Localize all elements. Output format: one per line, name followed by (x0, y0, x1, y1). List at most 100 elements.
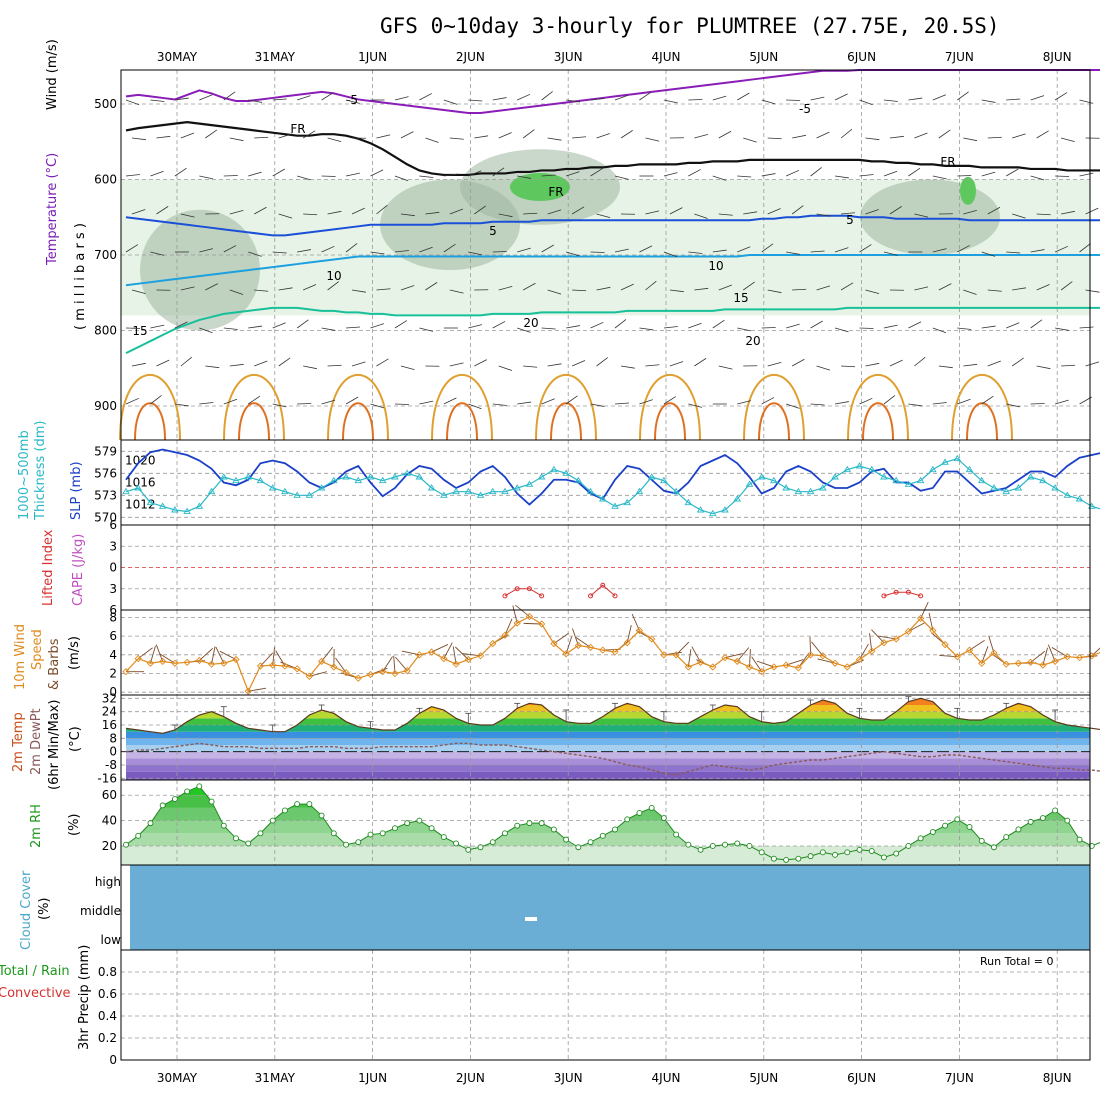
wind10-marker (696, 658, 705, 666)
lifted-index-marker (588, 593, 594, 599)
wind-barb (199, 94, 213, 101)
wind-barb (761, 173, 776, 177)
rh-marker (660, 815, 667, 822)
wind-barb (688, 251, 703, 254)
wind-barb (1006, 403, 1020, 408)
wind-tick-label: 4 (109, 648, 117, 662)
wind-barb (1061, 364, 1076, 367)
wind-barb (254, 289, 269, 292)
wind-barb (834, 401, 849, 405)
rh-marker (538, 820, 545, 827)
wind-barb (737, 327, 752, 332)
slp-tick-label: 1016 (125, 476, 156, 490)
thickness-marker (158, 502, 167, 509)
lifted-index-marker (539, 593, 545, 599)
wind-barb (1085, 361, 1100, 367)
top-date-label: 8JUN (1043, 50, 1072, 64)
top-date-label: 31MAY (255, 50, 296, 64)
wind-barb (278, 287, 293, 291)
contour-label: 10 (708, 259, 723, 273)
wind10-speed-line (125, 615, 1100, 693)
rh-marker (147, 820, 154, 827)
wind10-barb (1047, 644, 1056, 662)
li-tick-label: 6 (109, 518, 117, 532)
thickness-marker (1063, 491, 1072, 498)
thickness-label-2: Thickness (dm) (33, 421, 48, 521)
wind-barb (840, 128, 853, 139)
wind-barb (180, 213, 195, 218)
wind10-barb (1042, 647, 1048, 666)
upper-units-label: ( m i l l i b a r s ) (73, 223, 88, 330)
wind-barb (663, 172, 678, 177)
thickness-line (125, 457, 1100, 515)
wind-barb (841, 212, 856, 215)
rh-marker (123, 841, 129, 848)
rh-marker (1052, 807, 1059, 814)
wind-barb (1012, 133, 1026, 139)
thickness-marker (550, 465, 558, 473)
wind-barb (376, 204, 388, 215)
wind10-barb (988, 635, 995, 654)
temp-tick-label: 32 (102, 691, 117, 705)
wind-barb (419, 246, 433, 253)
thickness-marker (598, 495, 607, 502)
wind-barb (737, 92, 750, 101)
wind-barb (254, 206, 267, 215)
li-label: Lifted Index (41, 529, 56, 606)
wind-barb (914, 132, 928, 139)
wind-barb (205, 129, 218, 139)
wind-barb (400, 213, 415, 217)
wind-barb (743, 211, 758, 215)
wind-barb (303, 365, 317, 370)
wind10-barb (159, 653, 176, 664)
thickness-marker (403, 469, 411, 476)
isotherm-25-contour (238, 402, 270, 441)
cloud-cover-fill (130, 865, 1090, 950)
thickness-marker (709, 509, 717, 517)
wind-barb (963, 137, 978, 142)
wind10-barb (512, 605, 518, 624)
wind-barb (840, 282, 854, 291)
wind-barb (981, 325, 996, 329)
wind-barb (663, 99, 678, 104)
rh-marker (722, 841, 728, 848)
slp-label: SLP (mb) (69, 461, 84, 520)
rh-marker (746, 843, 753, 849)
wind-barb (370, 403, 385, 409)
rh-marker (575, 844, 582, 851)
thickness-marker (1002, 487, 1010, 495)
thickness-tick-label: 576 (94, 466, 117, 480)
isotherm-20-contour (743, 373, 805, 441)
temp-band (126, 771, 1090, 780)
wind10-marker (122, 668, 130, 676)
rh-marker (954, 816, 961, 823)
pressure-tick-label: 800 (94, 324, 117, 338)
wind-barb (272, 322, 286, 329)
isotherm-20-contour (223, 373, 285, 441)
wind-barb (883, 324, 898, 329)
isotherm-25-contour (134, 402, 166, 441)
wind-barb (859, 397, 873, 405)
wind10-marker (146, 659, 155, 667)
thickness-marker (134, 484, 143, 491)
lifted-index-line (504, 588, 542, 597)
rh-marker (257, 830, 264, 837)
precip-labels: Total / Rain Convective 3hr Precip (mm) (0, 945, 92, 1050)
wind-barb (718, 284, 733, 291)
contour-label: -5 (799, 102, 811, 116)
wind-barb (131, 137, 146, 141)
contour-label: 5 (846, 213, 854, 227)
wind-barb (125, 397, 139, 405)
wind-barb (321, 399, 336, 405)
wind-barb (712, 249, 727, 253)
wind-barb (131, 209, 146, 215)
wind-barb (694, 133, 708, 139)
wind10-marker (831, 659, 839, 667)
wind-barb (987, 206, 1001, 215)
wind10-marker (550, 639, 558, 648)
rh-marker (550, 826, 557, 833)
wind-barb (492, 97, 507, 101)
bottom-date-label: 4JUN (652, 1071, 681, 1085)
wind-barb (883, 251, 898, 256)
